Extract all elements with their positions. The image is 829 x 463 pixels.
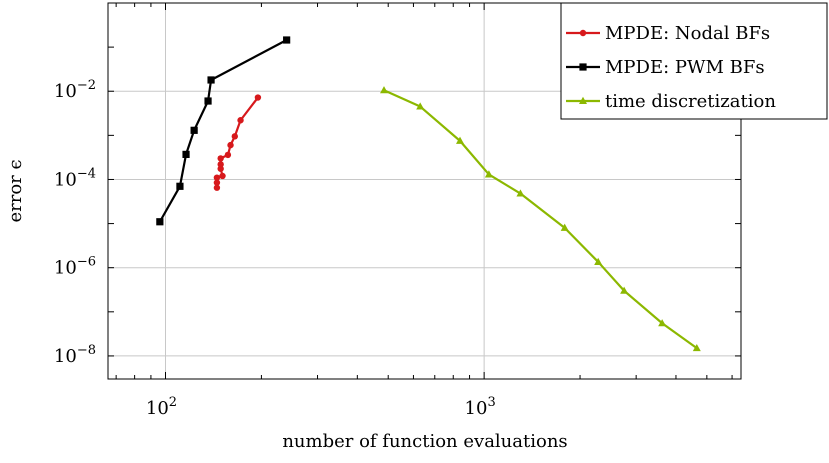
data-point xyxy=(237,117,244,124)
grid-layer xyxy=(108,3,741,379)
ticks-layer: 102 103 10−8 10−6 10−4 10−2 xyxy=(54,2,741,419)
data-point xyxy=(217,155,224,162)
data-point xyxy=(217,161,224,168)
data-point xyxy=(182,150,190,158)
data-point xyxy=(213,184,221,191)
data-point xyxy=(416,102,425,110)
legend-label: MPDE: Nodal BFs xyxy=(605,23,770,44)
y-tick-label: 10−2 xyxy=(54,78,96,102)
series-3 xyxy=(379,86,701,352)
data-point xyxy=(176,182,184,190)
series-1 xyxy=(213,94,262,191)
data-point xyxy=(620,286,629,294)
x-axis-label: number of function evaluations xyxy=(282,431,567,452)
data-point xyxy=(231,133,238,140)
plot-frame xyxy=(107,2,742,380)
legend: MPDE: Nodal BFs MPDE: PWM BFs time discret… xyxy=(560,2,828,120)
legend-entry: MPDE: Nodal BFs xyxy=(566,23,770,44)
y-tick-label: 10−8 xyxy=(54,343,96,367)
data-point xyxy=(456,136,465,144)
data-point xyxy=(213,179,221,186)
data-point xyxy=(219,172,226,180)
x-tick-label: 103 xyxy=(465,395,496,419)
legend-entry: MPDE: PWM BFs xyxy=(566,57,765,78)
data-point xyxy=(207,76,215,84)
data-point xyxy=(156,218,164,226)
data-point xyxy=(560,223,569,231)
data-point xyxy=(224,151,232,159)
legend-swatch-marker xyxy=(579,29,587,37)
data-point xyxy=(254,94,262,101)
data-point xyxy=(658,319,667,327)
series-2 xyxy=(156,36,291,226)
x-tick-label: 102 xyxy=(146,395,177,419)
data-point xyxy=(283,36,291,44)
y-axis-label: error ϵ xyxy=(5,159,26,222)
data-point xyxy=(217,165,224,172)
data-point xyxy=(594,257,603,265)
y-tick-label: 10−4 xyxy=(54,166,96,190)
legend-label: time discretization xyxy=(605,91,776,112)
data-point xyxy=(484,170,493,178)
series-line xyxy=(158,39,288,223)
data-point xyxy=(379,86,388,94)
y-tick-label: 10−6 xyxy=(54,255,96,279)
legend-box xyxy=(560,2,828,120)
data-point xyxy=(516,189,525,197)
legend-label: MPDE: PWM BFs xyxy=(605,57,765,78)
series-line xyxy=(383,89,698,350)
legend-swatch-marker xyxy=(579,96,587,104)
data-point xyxy=(213,174,221,181)
series-layer xyxy=(156,36,701,352)
data-point xyxy=(190,126,198,134)
legend-entry: time discretization xyxy=(566,91,776,112)
data-point xyxy=(204,97,212,105)
data-point xyxy=(227,141,234,149)
data-point xyxy=(692,343,701,352)
legend-swatch-marker xyxy=(579,63,587,71)
